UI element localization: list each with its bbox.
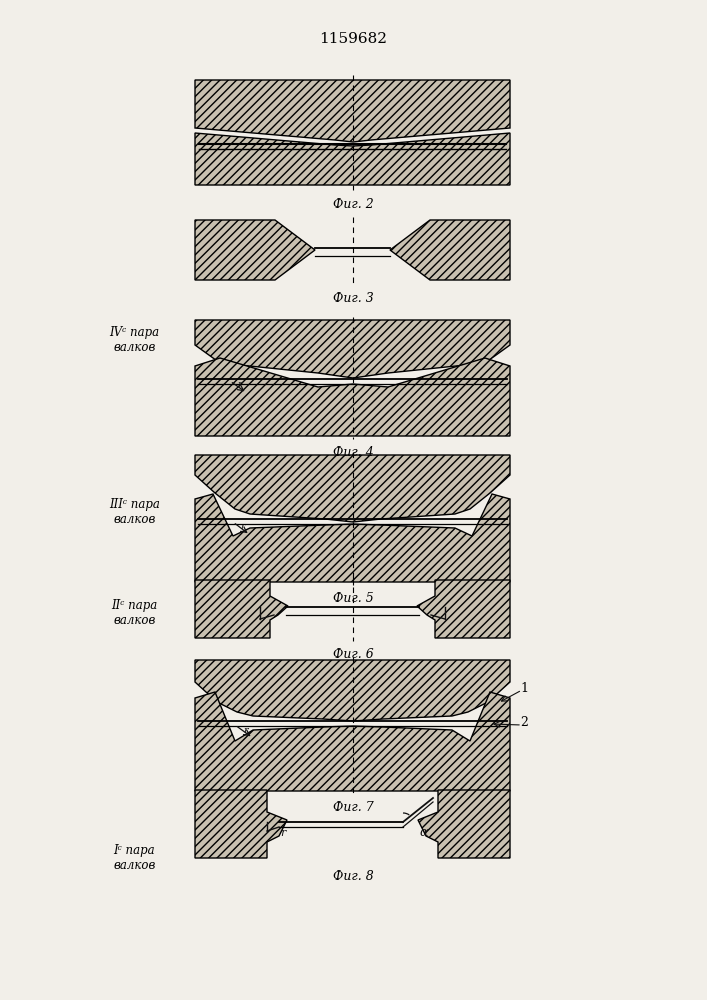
Polygon shape bbox=[195, 494, 510, 582]
Text: Фиг. 4: Фиг. 4 bbox=[332, 446, 373, 459]
Text: r: r bbox=[237, 380, 242, 389]
Text: r: r bbox=[240, 522, 245, 531]
Text: IIIᶜ пара
валков: IIIᶜ пара валков bbox=[109, 498, 160, 526]
Polygon shape bbox=[195, 220, 315, 280]
Text: Фиг. 5: Фиг. 5 bbox=[332, 592, 373, 605]
Polygon shape bbox=[195, 80, 510, 142]
Polygon shape bbox=[390, 220, 510, 280]
Text: 1: 1 bbox=[520, 682, 528, 694]
Polygon shape bbox=[195, 580, 288, 638]
Text: Фиг. 2: Фиг. 2 bbox=[332, 198, 373, 211]
Polygon shape bbox=[195, 790, 287, 858]
Polygon shape bbox=[195, 320, 510, 378]
Polygon shape bbox=[195, 692, 510, 791]
Text: Фиг. 6: Фиг. 6 bbox=[332, 648, 373, 661]
Polygon shape bbox=[195, 358, 510, 436]
Text: r: r bbox=[243, 726, 247, 735]
Text: α: α bbox=[419, 826, 428, 839]
Text: Фиг. 8: Фиг. 8 bbox=[332, 870, 373, 883]
Text: Фиг. 7: Фиг. 7 bbox=[332, 801, 373, 814]
Text: IVᶜ пара
валков: IVᶜ пара валков bbox=[110, 326, 159, 354]
Polygon shape bbox=[195, 660, 510, 721]
Text: Iᶜ пара
валков: Iᶜ пара валков bbox=[113, 844, 156, 872]
Polygon shape bbox=[195, 455, 510, 522]
Text: 2: 2 bbox=[520, 716, 528, 730]
Text: IIᶜ пара
валков: IIᶜ пара валков bbox=[111, 599, 158, 627]
Polygon shape bbox=[417, 580, 510, 638]
Text: r: r bbox=[280, 828, 286, 838]
Polygon shape bbox=[418, 790, 510, 858]
Text: 1159682: 1159682 bbox=[319, 32, 387, 46]
Polygon shape bbox=[195, 133, 510, 185]
Text: Фиг. 3: Фиг. 3 bbox=[332, 292, 373, 305]
